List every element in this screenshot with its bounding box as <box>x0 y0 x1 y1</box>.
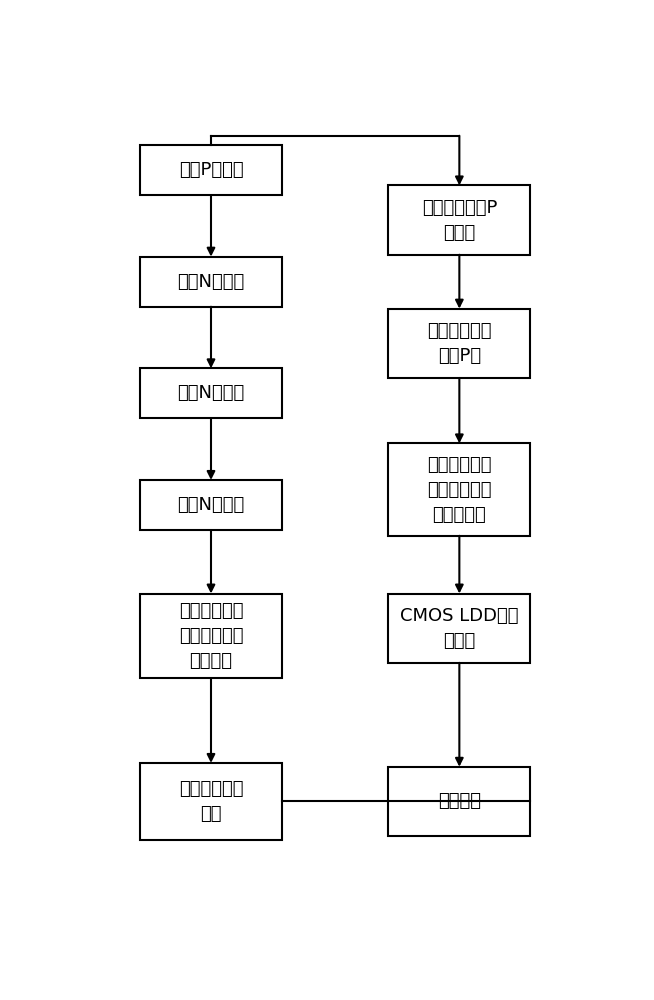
Text: 形成N型外延: 形成N型外延 <box>177 384 245 402</box>
Text: 形成N型阱区: 形成N型阱区 <box>177 496 245 514</box>
Bar <box>388 185 530 255</box>
Bar <box>388 309 530 378</box>
Bar <box>388 594 530 663</box>
Text: 离子注入形成
浮空P区: 离子注入形成 浮空P区 <box>427 322 492 365</box>
Text: 进行浅槽场氧
隔离: 进行浅槽场氧 隔离 <box>179 780 243 823</box>
Text: CMOS LDD及源
漏注入: CMOS LDD及源 漏注入 <box>400 607 519 650</box>
Text: 后段工艺: 后段工艺 <box>438 792 481 810</box>
Bar <box>140 763 282 840</box>
Bar <box>140 368 282 418</box>
Text: 提供P型衬底: 提供P型衬底 <box>179 161 243 179</box>
Bar <box>140 480 282 530</box>
Bar <box>388 767 530 836</box>
Bar <box>140 145 282 195</box>
Bar <box>140 257 282 307</box>
Text: 离子注入形成P
型体区: 离子注入形成P 型体区 <box>422 199 497 242</box>
Text: 源漏区域之间
经离子注入形
成沟道区: 源漏区域之间 经离子注入形 成沟道区 <box>179 602 243 670</box>
Text: 层积栅氧化层
和多晶硅层形
成栅极结构: 层积栅氧化层 和多晶硅层形 成栅极结构 <box>427 456 492 524</box>
Text: 形成N型埋层: 形成N型埋层 <box>177 273 245 291</box>
Bar <box>140 594 282 678</box>
Bar <box>388 443 530 536</box>
